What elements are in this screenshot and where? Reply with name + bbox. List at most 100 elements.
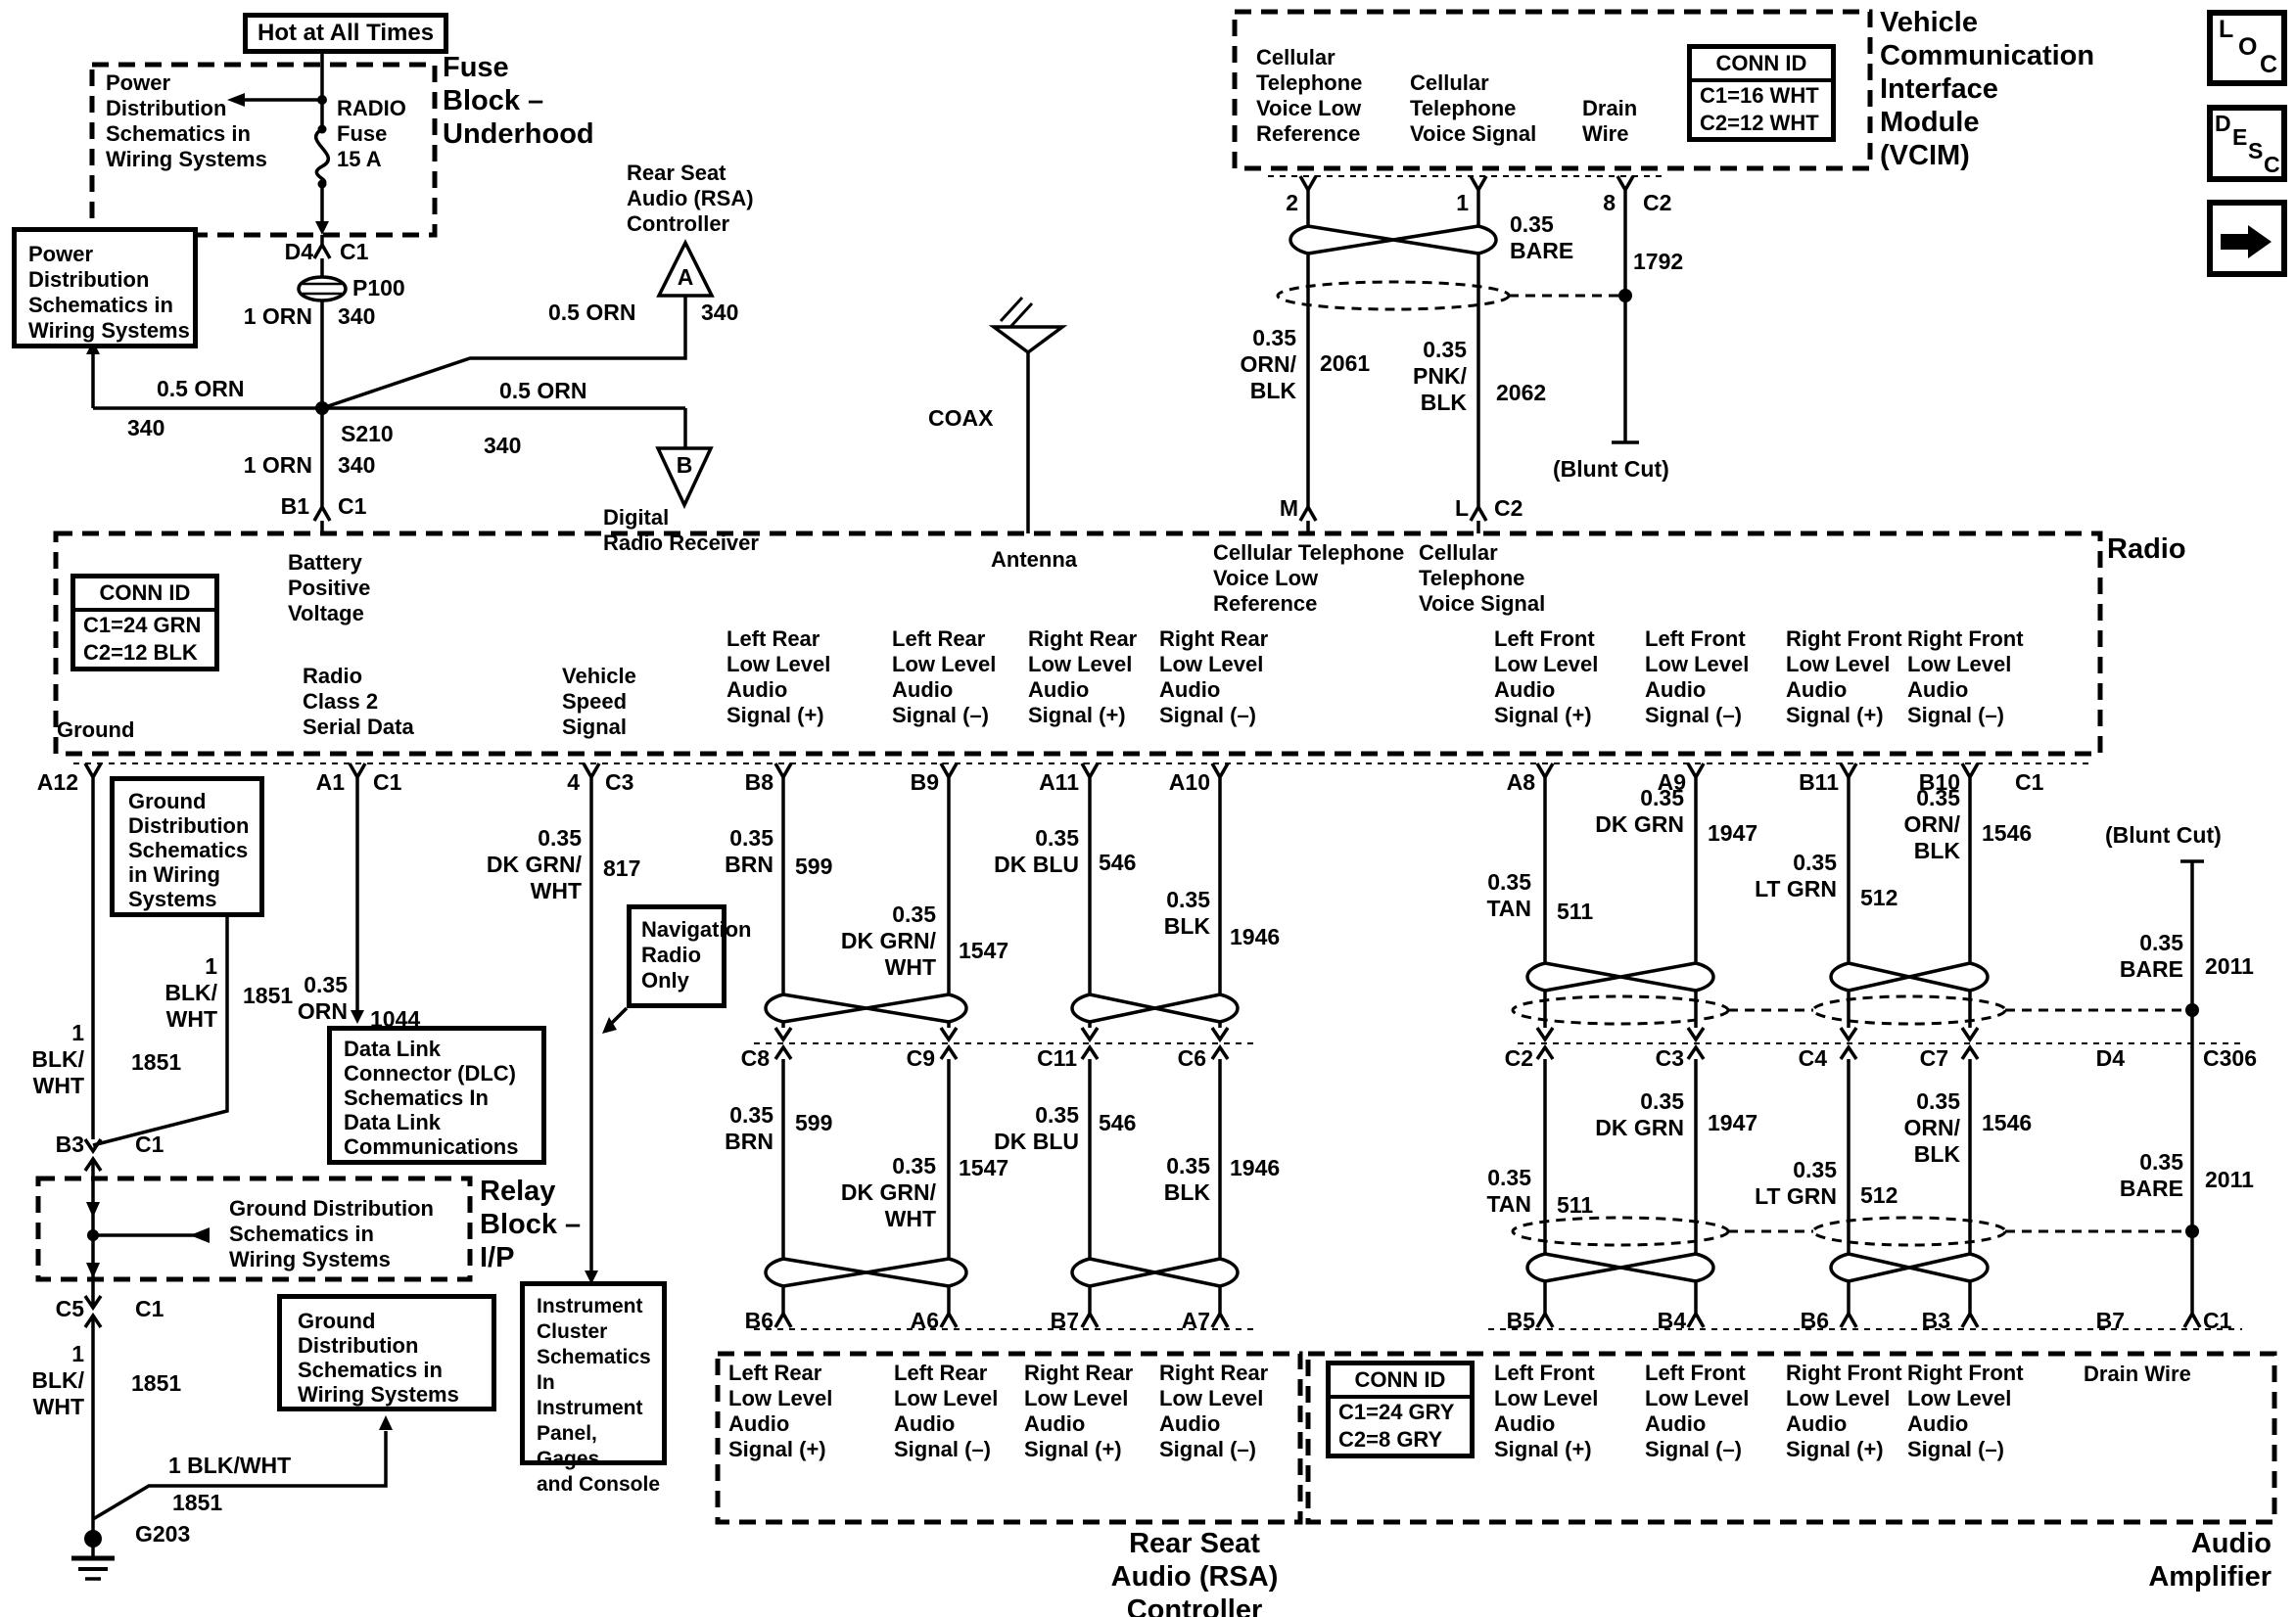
- radio-vss-label: Vehicle Speed Signal: [562, 664, 636, 739]
- vcim-voice-low-ref-label: Cellular Telephone Voice Low Reference: [1256, 45, 1363, 146]
- pin-c1-top: C1: [340, 239, 369, 264]
- circuit-599-upper: 599: [795, 854, 833, 879]
- wire-blkwht-main: 1 BLK/ WHT: [31, 1020, 84, 1098]
- wire-dkblu-upper: 0.35 DK BLU: [994, 825, 1079, 877]
- hdr-right-front-plus: Right Front Low Level Audio Signal (+): [1786, 626, 1902, 727]
- circuit-340-left: 340: [127, 415, 165, 440]
- triangle-connector-b-icon: [655, 446, 714, 510]
- hdr-left-front-minus: Left Front Low Level Audio Signal (–): [1645, 626, 1750, 727]
- wire-dkgrnwht-lower: 0.35 DK GRN/ WHT: [840, 1153, 936, 1231]
- wire-brn-upper: 0.35 BRN: [725, 825, 773, 877]
- relay-junction-dot: [87, 1229, 99, 1241]
- wire-blk-lower: 0.35 BLK: [1163, 1153, 1210, 1205]
- radio-antenna-label: Antenna: [991, 547, 1077, 572]
- pin-a10: A10: [1168, 769, 1210, 795]
- wire-pnkblk: 0.35 PNK/ BLK: [1413, 337, 1467, 415]
- pin-b6-amp: B6: [1800, 1308, 1829, 1333]
- pin-c8: C8: [740, 1045, 770, 1071]
- relay-block-title: Relay Block – I/P: [480, 1176, 582, 1273]
- pin-c2-vcim: C2: [1643, 190, 1672, 215]
- wire-bare-lower: 0.35 BARE: [2119, 1149, 2183, 1201]
- pin-c9: C9: [906, 1045, 935, 1071]
- hdr-right-rear-plus: Right Rear Low Level Audio Signal (+): [1028, 626, 1138, 727]
- g203-ground-dot: [84, 1530, 102, 1548]
- fuse-block-title: Fuse Block – Underhood: [443, 52, 594, 150]
- wire-05orn-b: 0.5 ORN: [499, 378, 587, 403]
- circuit-546-upper: 546: [1099, 850, 1137, 875]
- vcim-title: Vehicle Communication Interface Module (…: [1880, 7, 2095, 171]
- pin-b3-amp: B3: [1921, 1308, 1950, 1333]
- rsa-hdr-right-rear-plus: Right Rear Low Level Audio Signal (+): [1024, 1361, 1134, 1461]
- arrowhead-fuse-exit: [315, 221, 329, 235]
- wire-tan-upper: 0.35 TAN: [1486, 869, 1531, 921]
- ground-g203-label: G203: [135, 1521, 191, 1547]
- wire-dkblu-lower: 0.35 DK BLU: [994, 1102, 1079, 1154]
- loc-tool-box: [2207, 10, 2287, 86]
- fuse-block-box: [89, 62, 438, 238]
- wire-bare-top: 0.35 BARE: [1510, 211, 1574, 263]
- inline-connector-p100-icon: [297, 275, 348, 302]
- jump-arrow-box: [2207, 200, 2287, 277]
- front-shield-icons: [1511, 994, 2192, 1247]
- navigation-radio-box: Navigation Radio Only: [627, 904, 751, 1008]
- arrowhead-dlc: [351, 1010, 364, 1024]
- pin-b8: B8: [744, 769, 773, 795]
- circuit-1546-upper: 1546: [1982, 820, 2033, 846]
- wire-dkgrn-lower: 0.35 DK GRN: [1595, 1088, 1684, 1140]
- radio-conn-id-title: CONN ID: [75, 578, 214, 612]
- circuit-1946-upper: 1946: [1230, 924, 1281, 949]
- amp-hdr-right-front-minus: Right Front Low Level Audio Signal (–): [1907, 1361, 2024, 1461]
- radio-pin-connectors: [83, 762, 1980, 789]
- pin-a7-rsa: A7: [1181, 1308, 1210, 1333]
- shield-icon: [1276, 280, 1625, 311]
- hdr-right-front-minus: Right Front Low Level Audio Signal (–): [1907, 626, 2024, 727]
- splice-s210-dot: [315, 401, 329, 415]
- radio-cell-ref-label: Cellular Telephone Voice Low Reference: [1213, 540, 1405, 616]
- splice-s210-label: S210: [341, 421, 394, 446]
- pin-c7-amp-row: C7: [1919, 1045, 1948, 1071]
- amp-conn-id-title: CONN ID: [1331, 1365, 1470, 1399]
- circuit-511-lower: 511: [1557, 1192, 1594, 1218]
- wire-dkgrnwht-vss: 0.35 DK GRN/ WHT: [486, 825, 582, 903]
- pin-c4-amp-row: C4: [1798, 1045, 1827, 1071]
- loc-icon-o: O: [2238, 33, 2258, 61]
- connector-c306-label: C306: [2203, 1045, 2257, 1071]
- hdr-left-rear-minus: Left Rear Low Level Audio Signal (–): [892, 626, 997, 727]
- pin-b11: B11: [1799, 769, 1839, 795]
- radio-title: Radio: [2107, 533, 2186, 565]
- pin-1: 1: [1456, 190, 1469, 215]
- wire-blk-upper: 0.35 BLK: [1163, 887, 1210, 939]
- blunt-cut-top-label: (Blunt Cut): [1553, 456, 1669, 482]
- loc-icon: L: [2219, 16, 2234, 43]
- twisted-pair-icon: [1289, 224, 1498, 255]
- vcim-voice-signal-label: Cellular Telephone Voice Signal: [1410, 70, 1537, 146]
- amp-title: Audio Amplifier: [2148, 1528, 2272, 1593]
- loc-icon-c: C: [2260, 51, 2278, 78]
- rsa-hdr-left-rear-plus: Left Rear Low Level Audio Signal (+): [728, 1361, 833, 1461]
- pin-c6: C6: [1177, 1045, 1206, 1071]
- amp-hdr-right-front-plus: Right Front Low Level Audio Signal (+): [1786, 1361, 1902, 1461]
- pin-b1: B1: [280, 493, 309, 519]
- circuit-340-lower: 340: [338, 452, 376, 478]
- rsa-controller-ref: Rear Seat Audio (RSA) Controller: [627, 161, 754, 236]
- pin-c5: C5: [55, 1296, 84, 1321]
- wire-dkgrnwht-upper: 0.35 DK GRN/ WHT: [840, 901, 936, 980]
- wire-05orn-left: 0.5 ORN: [157, 376, 245, 401]
- circuit-546-lower: 546: [1099, 1110, 1137, 1135]
- pin-a6-rsa: A6: [910, 1308, 939, 1333]
- pin-c3-amp-row: C3: [1655, 1045, 1684, 1071]
- pin-b4-amp: B4: [1657, 1308, 1686, 1333]
- radio-ground-label: Ground: [57, 717, 135, 742]
- circuit-2062: 2062: [1496, 380, 1547, 405]
- fuse-box-note: Power Distribution Schematics in Wiring …: [106, 70, 267, 171]
- instrument-cluster-box: Instrument Cluster Schematics In Instrum…: [520, 1281, 667, 1496]
- desc-icon-s: S: [2248, 138, 2264, 163]
- circuit-1851-inline: 1851: [172, 1490, 223, 1515]
- circuit-599-lower: 599: [795, 1110, 833, 1135]
- dlc-ref-box: Data Link Connector (DLC) Schematics In …: [327, 1026, 546, 1165]
- pin-8: 8: [1603, 190, 1616, 215]
- circuit-1947-lower: 1947: [1708, 1110, 1758, 1135]
- fuse-icon: [313, 127, 331, 186]
